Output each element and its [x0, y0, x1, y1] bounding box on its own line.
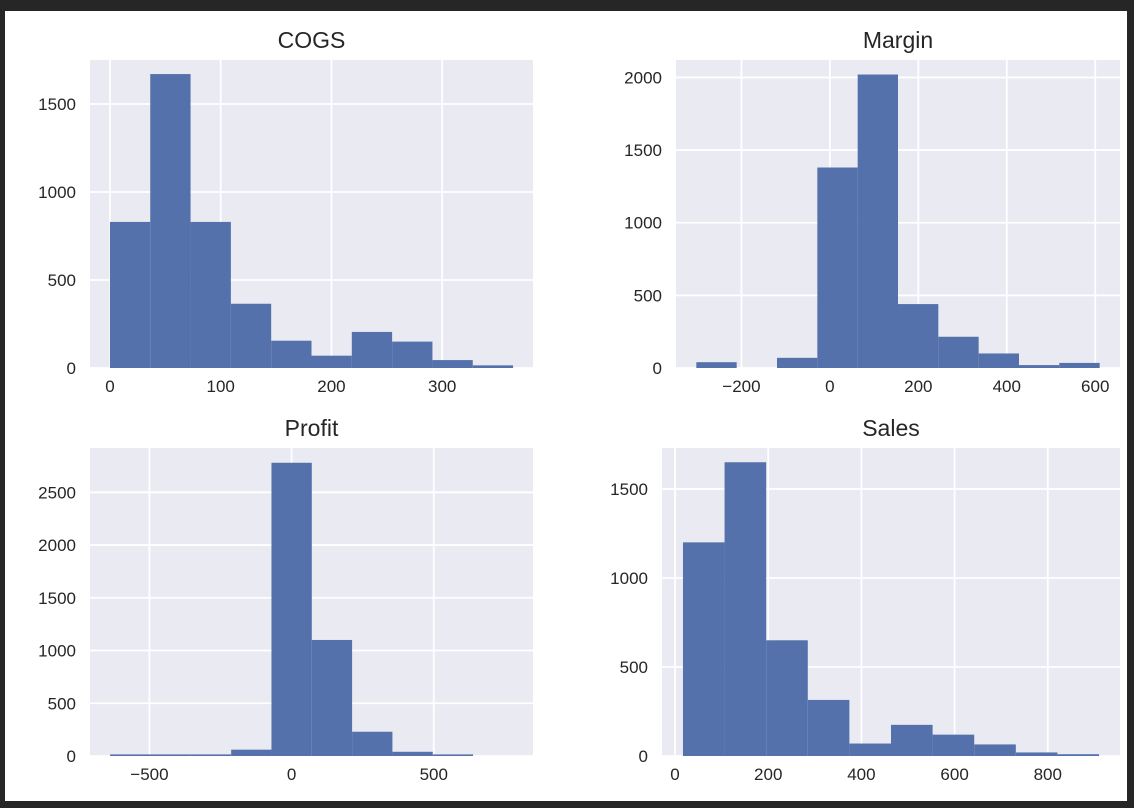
histogram-bar	[1015, 752, 1058, 756]
histogram-bar	[392, 341, 433, 368]
histogram-bar	[231, 749, 272, 756]
panel-profit: −500 0 500 0 500 1000 1500 2000 2500 Profit	[38, 415, 533, 784]
x-tick-label: 100	[206, 377, 234, 396]
histogram-bar	[150, 754, 191, 756]
histogram-bar	[849, 743, 891, 756]
panel-title: Profit	[285, 415, 339, 441]
histogram-bar	[1018, 365, 1060, 368]
y-tick-label: 1500	[610, 480, 648, 499]
y-tick-label: 2500	[38, 483, 76, 502]
histogram-bar	[392, 751, 433, 756]
panel-title: COGS	[278, 27, 346, 53]
x-tick-label: 300	[428, 377, 456, 396]
x-tick-label: −200	[722, 377, 760, 396]
x-tick-label: −500	[130, 765, 168, 784]
histogram-bar	[807, 699, 850, 756]
histogram-bar	[898, 304, 939, 368]
histogram-bar	[817, 167, 858, 368]
histogram-bar	[352, 731, 393, 756]
x-tick-label: 600	[940, 765, 968, 784]
histogram-bar	[932, 734, 975, 756]
histogram-bar	[1057, 754, 1100, 756]
x-tick-label: 400	[993, 377, 1021, 396]
histogram-bar	[724, 462, 767, 756]
y-tick-label: 0	[67, 747, 76, 766]
histogram-bar	[109, 221, 151, 368]
y-tick-label: 2000	[624, 68, 662, 87]
y-tick-label: 1000	[38, 642, 76, 661]
histogram-bar	[766, 640, 808, 756]
y-tick-label: 1000	[624, 214, 662, 233]
histogram-bar	[472, 365, 514, 368]
y-tick-label: 500	[620, 658, 648, 677]
x-tick-label: 800	[1034, 765, 1062, 784]
x-tick-label: 0	[287, 765, 296, 784]
x-tick-label: 500	[420, 765, 448, 784]
y-tick-label: 1500	[624, 141, 662, 160]
y-tick-label: 1000	[610, 569, 648, 588]
histogram-bar	[938, 336, 979, 368]
panel-margin: −200 0 200 400 600 0 500 1000 1500 2000 Margin	[624, 27, 1120, 396]
histogram-bar	[432, 754, 474, 756]
panel-title: Sales	[862, 415, 920, 441]
histogram-bar	[891, 724, 933, 756]
histogram-bar	[271, 340, 312, 368]
histogram-bar	[978, 353, 1019, 368]
histogram-bar	[777, 357, 818, 368]
histogram-bar	[110, 754, 151, 756]
histogram-bar	[351, 331, 393, 368]
x-tick-label: 400	[847, 765, 875, 784]
histogram-bar	[311, 639, 353, 756]
x-tick-label: 200	[904, 377, 932, 396]
histogram-bar	[432, 360, 473, 368]
histogram-bar	[190, 221, 231, 368]
x-tick-label: 0	[670, 765, 679, 784]
histogram-bar	[696, 362, 737, 368]
histogram-bar	[190, 754, 232, 756]
histogram-bar	[1059, 362, 1100, 368]
y-tick-label: 500	[48, 271, 76, 290]
histogram-bar	[311, 355, 352, 368]
y-tick-label: 2000	[38, 536, 76, 555]
x-tick-label: 200	[317, 377, 345, 396]
y-tick-label: 500	[48, 694, 76, 713]
x-tick-label: 0	[105, 377, 114, 396]
panel-cogs: 0 100 200 300 0 500 1000 1500 COGS	[38, 27, 533, 396]
y-tick-label: 500	[634, 286, 662, 305]
y-tick-label: 0	[653, 359, 662, 378]
figure: 0 100 200 300 0 500 1000 1500 COGS −200 0 200 400 600…	[5, 11, 1127, 801]
histogram-grid: 0 100 200 300 0 500 1000 1500 COGS −200 0 200 400 600…	[38, 27, 1120, 784]
y-tick-label: 0	[639, 747, 648, 766]
histogram-bar	[682, 542, 725, 756]
panel-title: Margin	[863, 27, 933, 53]
y-tick-label: 1500	[38, 95, 76, 114]
panel-sales: 0 200 400 600 800 0 500 1000 1500 Sales	[610, 415, 1120, 784]
y-tick-label: 1500	[38, 589, 76, 608]
x-tick-label: 0	[825, 377, 834, 396]
histogram-bar	[974, 744, 1016, 756]
y-tick-label: 0	[67, 359, 76, 378]
x-tick-label: 600	[1081, 377, 1109, 396]
histogram-bar	[150, 74, 191, 368]
histogram-bar	[230, 303, 272, 368]
y-tick-label: 1000	[38, 183, 76, 202]
histogram-bar	[857, 74, 898, 368]
histogram-bar	[271, 462, 312, 756]
x-tick-label: 200	[754, 765, 782, 784]
